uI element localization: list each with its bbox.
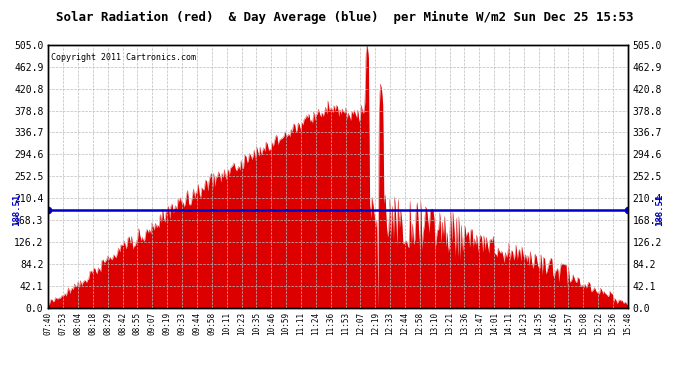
Text: Solar Radiation (red)  & Day Average (blue)  per Minute W/m2 Sun Dec 25 15:53: Solar Radiation (red) & Day Average (blu… xyxy=(57,11,633,24)
Text: 188.51: 188.51 xyxy=(656,194,664,226)
Text: 188.51: 188.51 xyxy=(12,194,21,226)
Text: Copyright 2011 Cartronics.com: Copyright 2011 Cartronics.com xyxy=(51,53,196,62)
